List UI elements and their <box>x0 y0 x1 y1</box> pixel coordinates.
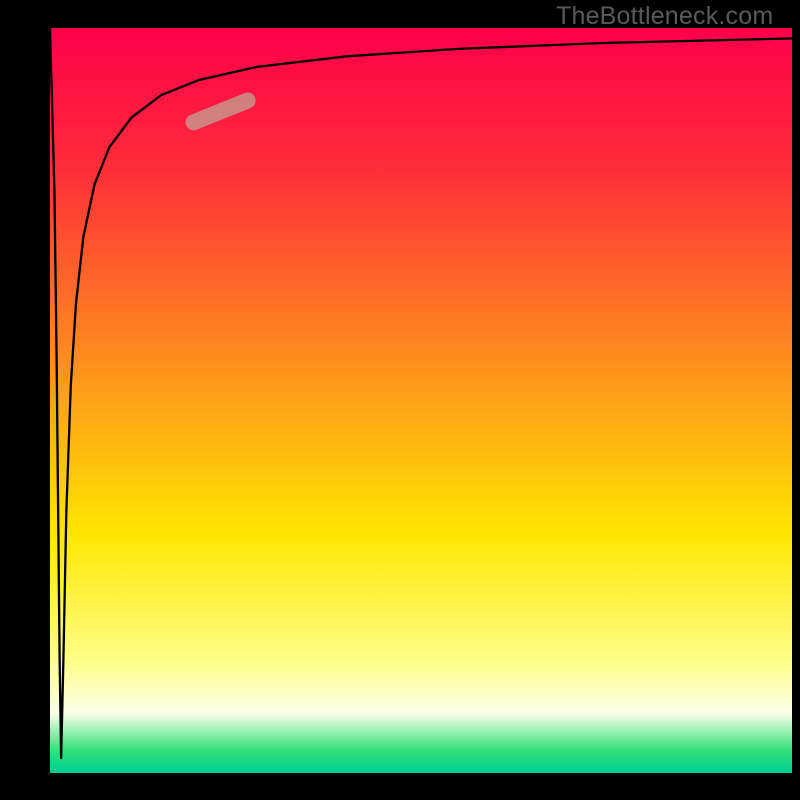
curve-marker <box>183 90 258 133</box>
watermark-text: TheBottleneck.com <box>556 2 773 31</box>
curve-layer <box>0 0 800 800</box>
bottleneck-curve <box>50 28 792 758</box>
chart-frame: TheBottleneck.com <box>0 0 800 800</box>
